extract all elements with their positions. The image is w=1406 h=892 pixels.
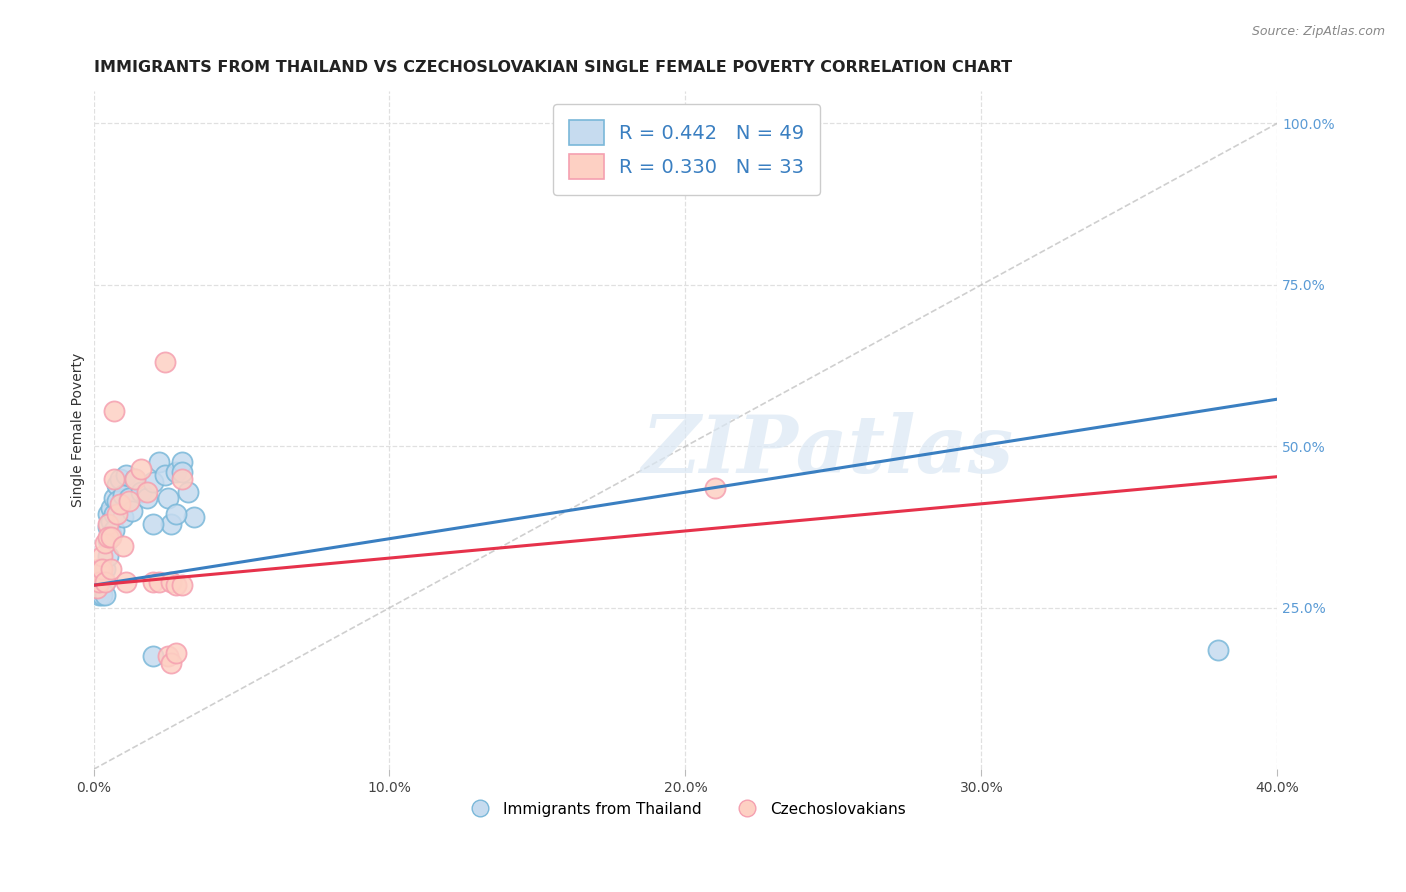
Point	[142, 574, 165, 589]
Point	[100, 530, 122, 544]
Point	[177, 484, 200, 499]
Point	[97, 507, 120, 521]
Point	[89, 588, 111, 602]
Point	[704, 481, 727, 495]
Point	[103, 404, 125, 418]
Point	[91, 582, 114, 596]
Point	[103, 507, 125, 521]
Point	[159, 516, 181, 531]
Point	[172, 472, 194, 486]
Point	[89, 582, 111, 596]
Point	[129, 462, 152, 476]
Point	[97, 530, 120, 544]
Point	[105, 507, 128, 521]
Point	[159, 656, 181, 670]
Text: IMMIGRANTS FROM THAILAND VS CZECHOSLOVAKIAN SINGLE FEMALE POVERTY CORRELATION CH: IMMIGRANTS FROM THAILAND VS CZECHOSLOVAK…	[94, 60, 1012, 75]
Point	[165, 646, 187, 660]
Point	[100, 526, 122, 541]
Point	[108, 472, 131, 486]
Point	[103, 524, 125, 538]
Point	[115, 574, 138, 589]
Point	[124, 472, 146, 486]
Point	[100, 562, 122, 576]
Point	[97, 520, 120, 534]
Point	[156, 649, 179, 664]
Point	[91, 562, 114, 576]
Point	[153, 355, 176, 369]
Point	[105, 478, 128, 492]
Point	[165, 578, 187, 592]
Point	[1206, 642, 1229, 657]
Point	[183, 510, 205, 524]
Point	[165, 465, 187, 479]
Point	[118, 494, 141, 508]
Point	[112, 488, 135, 502]
Point	[112, 510, 135, 524]
Y-axis label: Single Female Poverty: Single Female Poverty	[72, 353, 86, 508]
Point	[86, 572, 108, 586]
Point	[100, 500, 122, 515]
Point	[97, 533, 120, 547]
Point	[142, 475, 165, 489]
Point	[105, 494, 128, 508]
Point	[118, 491, 141, 505]
Point	[97, 516, 120, 531]
Point	[97, 549, 120, 563]
Point	[89, 562, 111, 576]
Point	[91, 588, 114, 602]
Point	[86, 582, 108, 596]
Point	[156, 491, 179, 505]
Point	[153, 468, 176, 483]
Point	[89, 574, 111, 589]
Point	[91, 568, 114, 582]
Point	[94, 536, 117, 550]
Legend: Immigrants from Thailand, Czechoslovakians: Immigrants from Thailand, Czechoslovakia…	[458, 796, 912, 822]
Point	[94, 588, 117, 602]
Point	[115, 468, 138, 483]
Point	[91, 549, 114, 563]
Point	[103, 472, 125, 486]
Point	[94, 562, 117, 576]
Point	[124, 472, 146, 486]
Point	[86, 574, 108, 589]
Point	[89, 566, 111, 580]
Point	[142, 649, 165, 664]
Point	[142, 516, 165, 531]
Point	[108, 498, 131, 512]
Point	[172, 465, 194, 479]
Point	[112, 540, 135, 554]
Point	[103, 491, 125, 505]
Point	[148, 574, 170, 589]
Point	[159, 574, 181, 589]
Point	[94, 574, 117, 589]
Point	[165, 507, 187, 521]
Point	[148, 455, 170, 469]
Point	[94, 574, 117, 589]
Text: ZIPatlas: ZIPatlas	[641, 412, 1014, 490]
Point	[86, 584, 108, 599]
Point	[172, 578, 194, 592]
Point	[86, 578, 108, 592]
Point	[100, 514, 122, 528]
Point	[135, 484, 157, 499]
Text: Source: ZipAtlas.com: Source: ZipAtlas.com	[1251, 25, 1385, 38]
Point	[91, 574, 114, 589]
Point	[129, 484, 152, 499]
Point	[135, 491, 157, 505]
Point	[121, 504, 143, 518]
Point	[89, 574, 111, 589]
Point	[172, 455, 194, 469]
